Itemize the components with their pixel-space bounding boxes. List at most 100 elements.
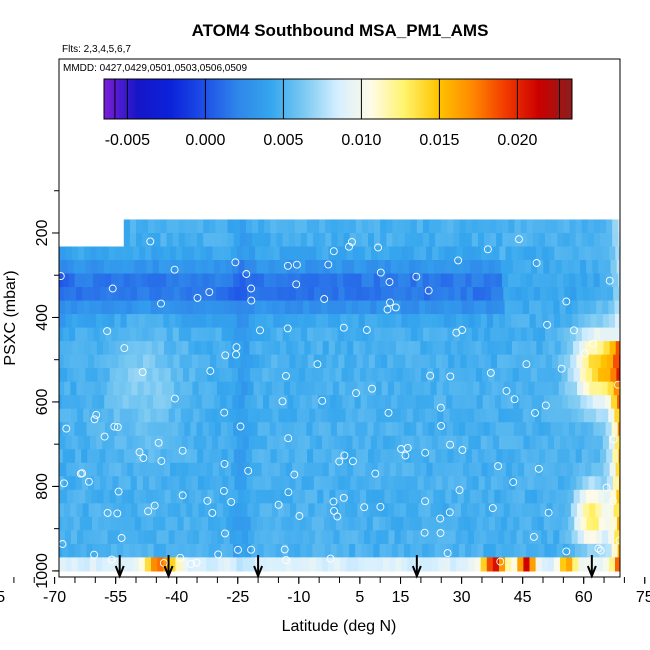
heat-cell <box>168 381 175 396</box>
heat-cell <box>560 557 567 572</box>
heat-cell <box>29 247 36 261</box>
heat-cell <box>258 476 266 491</box>
heat-cell <box>580 260 587 275</box>
heat-cell <box>383 462 391 477</box>
heat-cell <box>112 287 120 302</box>
heat-cell <box>217 530 225 545</box>
heat-cell <box>184 449 192 464</box>
heat-cell <box>566 341 574 356</box>
heat-cell <box>303 408 310 423</box>
heat-cell <box>592 395 600 410</box>
heat-cell <box>596 300 603 315</box>
heat-cell <box>192 503 200 518</box>
heat-cell <box>483 422 491 437</box>
heat-cell <box>326 354 333 369</box>
heat-cell <box>340 462 348 477</box>
heat-cell <box>618 449 620 464</box>
heat-cell <box>489 543 497 558</box>
heat-cell <box>258 449 265 464</box>
heat-cell <box>608 300 616 315</box>
heat-cell <box>11 247 18 261</box>
heat-cell <box>205 557 213 572</box>
heat-cell <box>376 557 384 572</box>
heat-cell <box>536 462 544 477</box>
heat-cell <box>228 354 236 369</box>
heat-cell <box>531 395 539 410</box>
heat-cell <box>209 327 217 342</box>
heat-cell <box>488 260 496 275</box>
heat-cell <box>492 300 500 315</box>
sample-marker <box>227 497 236 506</box>
heat-cell <box>181 557 189 572</box>
sample-marker <box>329 247 338 256</box>
heat-cell <box>250 260 258 275</box>
heat-cell <box>138 314 146 329</box>
heat-cell <box>273 314 280 329</box>
heat-cell <box>286 489 294 504</box>
heat-cell <box>361 219 369 234</box>
heat-cell <box>542 341 550 356</box>
heat-cell <box>459 422 466 437</box>
heat-cell <box>332 354 339 369</box>
heat-cell <box>150 530 158 545</box>
heat-cell <box>605 422 613 437</box>
heat-cell <box>410 232 418 248</box>
heat-cell <box>495 273 503 288</box>
heat-cell <box>620 409 627 423</box>
heat-cell <box>353 489 361 504</box>
heat-cell <box>595 381 603 396</box>
heat-cell <box>473 530 481 545</box>
heat-cell <box>247 503 255 518</box>
heat-cell <box>629 368 636 382</box>
heat-cell <box>229 408 237 423</box>
heat-cell <box>159 516 166 531</box>
heat-cell <box>506 260 514 275</box>
heat-cell <box>350 354 358 369</box>
heat-cell <box>371 246 378 261</box>
heat-cell <box>583 408 591 423</box>
heat-cell <box>194 462 202 477</box>
heat-cell <box>195 395 203 410</box>
heat-cell <box>187 557 195 572</box>
sample-marker <box>454 256 463 265</box>
sample-marker <box>339 493 348 502</box>
heat-cell <box>532 422 539 437</box>
heat-cell <box>183 395 191 410</box>
heat-cell <box>506 368 514 383</box>
heat-cell <box>344 476 352 491</box>
sample-marker <box>502 386 511 395</box>
heat-cell <box>568 422 576 437</box>
heat-cell <box>306 273 314 288</box>
heat-cell <box>283 476 291 491</box>
heat-cell <box>599 219 607 234</box>
heat-cell <box>553 300 561 315</box>
heat-cell <box>419 314 427 329</box>
heat-cell <box>85 395 93 410</box>
heat-cell <box>76 503 84 518</box>
profile-arrow-head <box>411 565 422 579</box>
heat-cell <box>218 557 225 572</box>
heat-cell <box>148 232 155 248</box>
heat-cell <box>433 260 441 275</box>
heat-cell <box>426 462 434 477</box>
sample-marker <box>385 278 394 286</box>
heat-cell <box>89 300 97 315</box>
sample-marker <box>84 477 93 486</box>
heat-cell <box>354 260 361 275</box>
heat-cell <box>116 260 123 275</box>
heat-cell <box>138 300 145 315</box>
sample-marker <box>562 297 571 306</box>
heat-cell <box>523 246 531 261</box>
heat-cell <box>185 354 193 369</box>
heat-cell <box>45 449 52 463</box>
heat-cell <box>465 422 472 437</box>
heat-cell <box>474 435 482 450</box>
heat-cell <box>119 408 127 423</box>
heat-cell <box>570 381 578 396</box>
heat-cell <box>337 232 345 248</box>
heat-cell <box>165 395 173 410</box>
sample-marker <box>34 381 41 388</box>
heat-cell <box>617 395 620 410</box>
heat-cell <box>345 530 353 545</box>
heat-cell <box>464 395 472 410</box>
